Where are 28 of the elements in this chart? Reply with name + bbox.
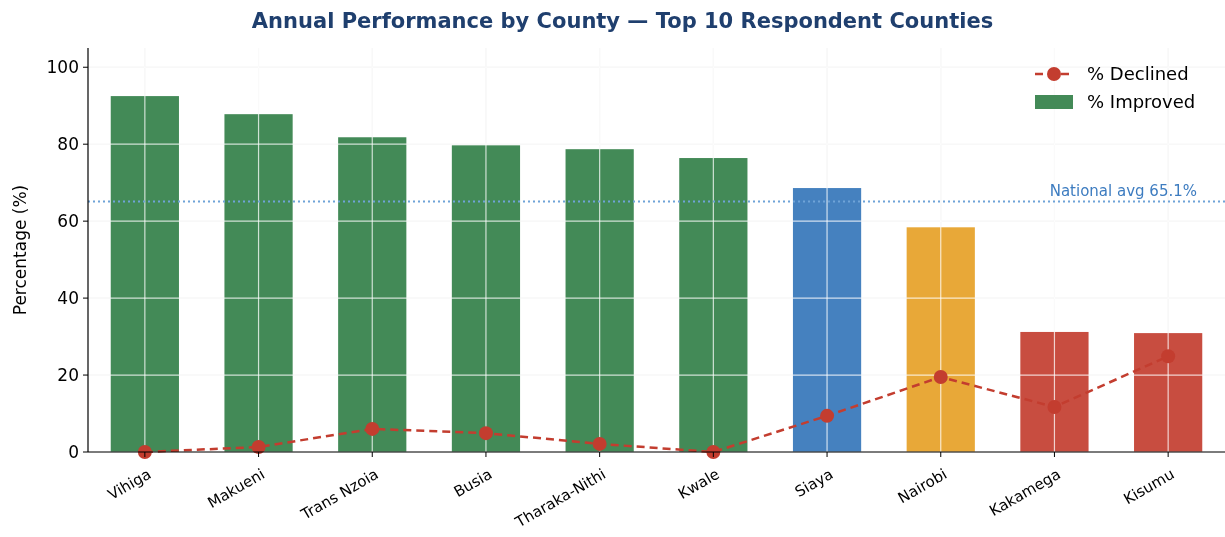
ref-line-label: National avg 65.1% <box>1049 181 1197 200</box>
bar <box>1020 331 1089 452</box>
point <box>933 369 948 384</box>
point <box>1161 349 1176 364</box>
y-tick-label: 80 <box>57 134 79 155</box>
chart-title: Annual Performance by County — Top 10 Respondent Counties <box>251 9 994 33</box>
bar <box>338 137 407 452</box>
bar <box>679 158 748 452</box>
point <box>478 426 493 441</box>
legend-label: % Declined <box>1087 63 1189 85</box>
y-tick-label: 20 <box>57 365 79 385</box>
point <box>365 421 380 436</box>
bar <box>1134 333 1203 452</box>
legend-label: % Improved <box>1087 91 1196 113</box>
bar <box>565 149 634 452</box>
y-tick-label: 100 <box>46 57 79 78</box>
bar <box>110 96 179 452</box>
point <box>592 436 607 451</box>
bar <box>451 145 521 452</box>
point <box>1047 399 1062 414</box>
y-tick-label: 40 <box>57 288 79 309</box>
bar <box>224 114 293 452</box>
point <box>820 408 835 423</box>
y-tick-label: 0 <box>68 441 79 462</box>
y-tick-label: 60 <box>57 211 79 232</box>
bar <box>792 188 862 452</box>
bar <box>906 227 975 452</box>
y-axis-title: Percentage (%) <box>10 184 30 316</box>
